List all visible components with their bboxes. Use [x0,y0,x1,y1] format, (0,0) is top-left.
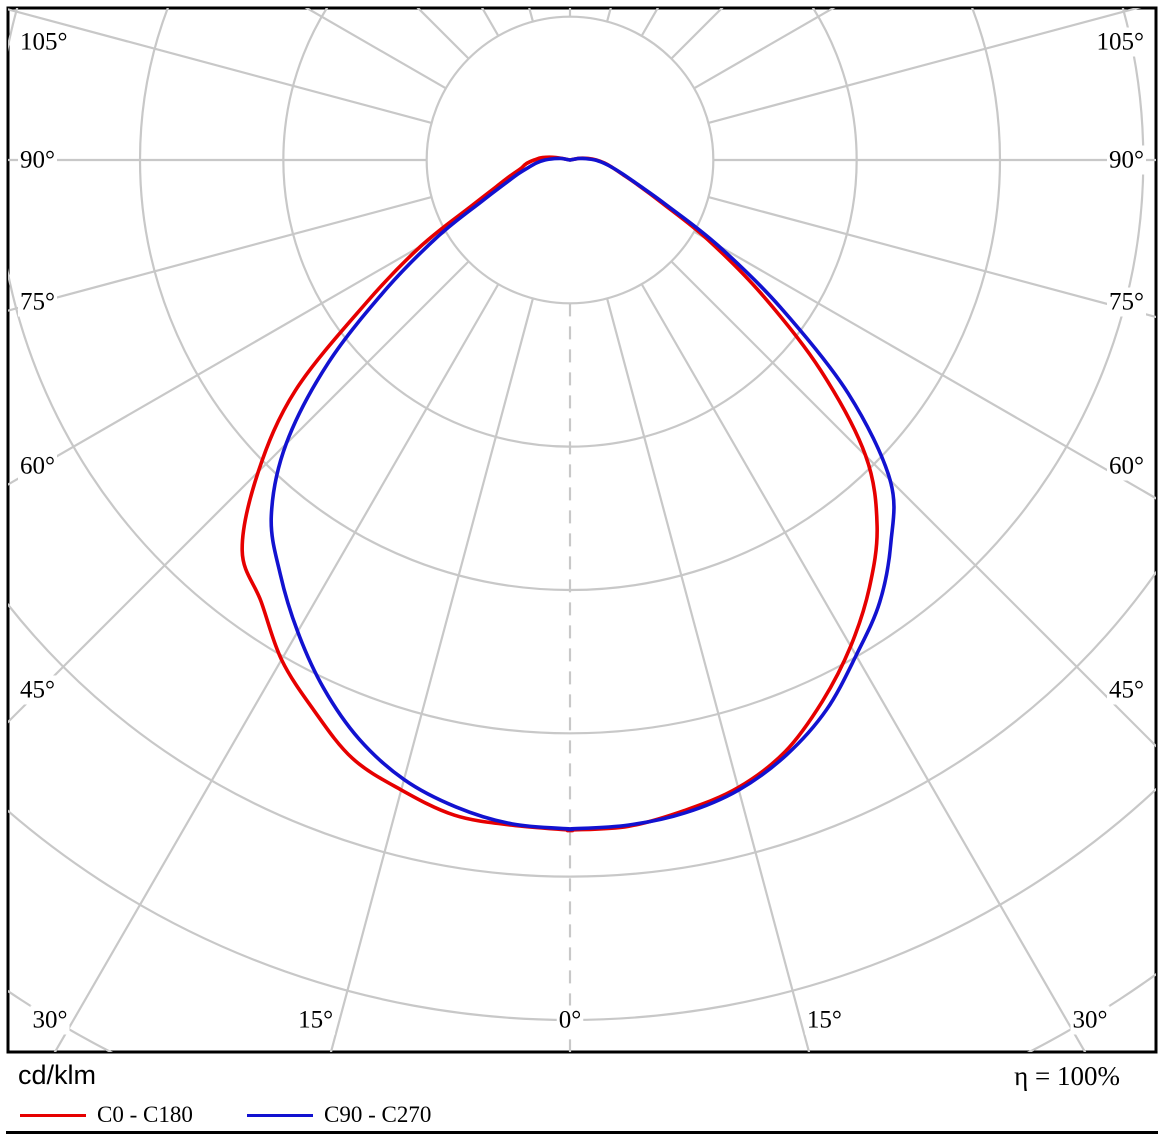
polar-chart: 105° 105° 90° 90° 75° 75° 60° 60° 45° 45° 0° 15° 15°… [6,6,1158,1054]
legend-item-c0-c180: C0 - C180 [20,1102,193,1128]
bottom-rule [6,1131,1158,1134]
angle-label: 15° [807,1007,842,1034]
angle-label: 30° [33,1007,68,1034]
curve-c90-c270 [269,156,896,832]
legend-line-c0-c180 [20,1113,86,1117]
legend-label-c0-c180: C0 - C180 [97,1102,193,1127]
angle-label: 90° [1109,147,1144,174]
legend-line-c90-c270 [247,1113,313,1117]
angle-label: 105° [1097,29,1145,56]
angle-label: 15° [298,1007,333,1034]
plot-frame [6,6,1158,1054]
angle-labels: 105° 105° 90° 90° 75° 75° 60° 60° 45° 45° 0° 15° 15°… [18,27,1146,1035]
angle-label: 105° [20,29,68,56]
angle-label: 75° [1109,289,1144,316]
angle-label: 0° [559,1007,582,1034]
units-label: cd/klm [18,1060,97,1090]
angle-label: 30° [1073,1007,1108,1034]
legend-label-c90-c270: C90 - C270 [324,1102,432,1127]
legend-item-c90-c270: C90 - C270 [247,1102,431,1128]
angle-label: 75° [20,289,55,316]
efficiency-label: η = 100% [1014,1061,1120,1091]
angle-label: 90° [20,147,55,174]
angle-label: 45° [1109,677,1144,704]
angle-label: 60° [1109,452,1144,479]
angle-label: 60° [20,452,55,479]
angle-label: 45° [20,677,55,704]
